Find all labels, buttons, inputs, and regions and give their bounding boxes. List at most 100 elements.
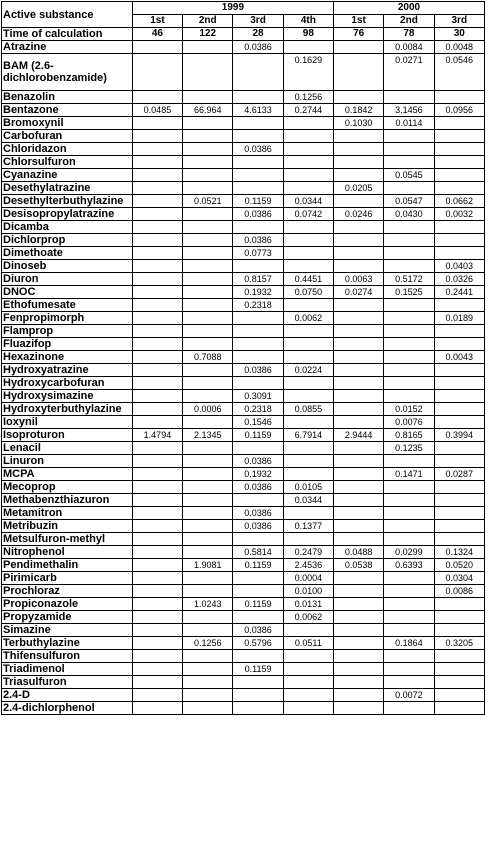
value-cell — [182, 116, 234, 130]
value-cell — [131, 285, 184, 299]
substance-name: Fenpropimorph — [1, 311, 133, 325]
substance-name: Propiconazole — [1, 597, 133, 611]
value-cell — [131, 337, 184, 351]
value-cell: 0.2479 — [282, 545, 334, 559]
value-cell — [182, 246, 234, 260]
table-row: 2.4-dichlorphenol — [1, 701, 486, 715]
value-cell — [131, 402, 184, 416]
substance-name: 2.4-D — [1, 688, 133, 702]
value-cell: 0.3994 — [433, 428, 486, 442]
table-row: Dichlorprop 0.0386 — [1, 233, 486, 247]
value-cell — [433, 662, 486, 676]
value-cell — [182, 376, 234, 390]
table-row: Chloridazon 0.0386 — [1, 142, 486, 156]
value-cell — [332, 311, 385, 325]
value-cell: 0.2318 — [232, 402, 284, 416]
value-cell: 3.1456 — [383, 103, 435, 117]
substance-name: Hydroxysimazine — [1, 389, 133, 403]
value-cell — [282, 662, 334, 676]
substance-name: 2.4-dichlorphenol — [1, 701, 133, 715]
value-cell — [182, 415, 234, 429]
value-cell — [182, 675, 234, 689]
table-row: 2.4-D 0.0072 — [1, 688, 486, 702]
value-cell: 0.2744 — [282, 103, 334, 117]
value-cell — [131, 415, 184, 429]
value-cell — [282, 441, 334, 455]
value-cell — [232, 129, 284, 143]
value-cell — [332, 220, 385, 234]
table-row: Metamitron 0.0386 — [1, 506, 486, 520]
table-row: Hydroxycarbofuran — [1, 376, 486, 390]
value-cell: 0.1546 — [232, 415, 284, 429]
value-cell: 0.2441 — [433, 285, 486, 299]
value-cell — [282, 116, 334, 130]
value-cell — [182, 207, 234, 221]
value-cell — [131, 376, 184, 390]
value-cell — [282, 701, 334, 715]
value-cell — [433, 142, 486, 156]
value-cell: 0.1525 — [383, 285, 435, 299]
value-cell: 0.0131 — [282, 597, 334, 611]
value-cell — [332, 519, 385, 533]
substance-name: Linuron — [1, 454, 133, 468]
value-cell — [232, 116, 284, 130]
value-cell — [131, 610, 184, 624]
substance-name: Cyanazine — [1, 168, 133, 182]
value-cell: 0.0386 — [232, 142, 284, 156]
value-cell: 0.0048 — [433, 40, 486, 54]
substance-name: Carbofuran — [1, 129, 133, 143]
value-cell: 0.1324 — [433, 545, 486, 559]
value-cell: 0.3091 — [232, 389, 284, 403]
value-cell — [332, 610, 385, 624]
value-cell — [383, 142, 435, 156]
value-cell — [433, 610, 486, 624]
value-cell — [433, 649, 486, 663]
value-cell — [383, 571, 435, 585]
table-row: Carbofuran — [1, 129, 486, 143]
header-time: 78 — [383, 27, 435, 41]
value-cell — [433, 623, 486, 637]
substance-name: Ioxynil — [1, 415, 133, 429]
value-cell — [383, 480, 435, 494]
substance-name: Pendimethalin — [1, 558, 133, 572]
value-cell — [182, 532, 234, 546]
value-cell — [332, 701, 385, 715]
value-cell: 0.0063 — [332, 272, 385, 286]
table-row: BAM (2.6-dichlorobenzamide) 0.1629 0.0271 0… — [1, 53, 486, 91]
value-cell — [383, 389, 435, 403]
value-cell — [131, 311, 184, 325]
value-cell: 0.5172 — [383, 272, 435, 286]
table-row: Hydroxyterbuthylazine 0.0006 0.2318 0.0855 0… — [1, 402, 486, 416]
value-cell: 0.0545 — [383, 168, 435, 182]
value-cell — [131, 194, 184, 208]
substance-name: Metribuzin — [1, 519, 133, 533]
value-cell — [182, 155, 234, 169]
value-cell — [383, 337, 435, 351]
value-cell — [182, 285, 234, 299]
header-time: 122 — [182, 27, 234, 41]
value-cell: 0.0246 — [332, 207, 385, 221]
value-cell — [383, 155, 435, 169]
header-period: 2nd — [383, 14, 435, 28]
value-cell — [332, 688, 385, 702]
value-cell — [232, 584, 284, 598]
substance-name: Dimethoate — [1, 246, 133, 260]
value-cell: 0.0403 — [433, 259, 486, 273]
value-cell: 0.0062 — [282, 610, 334, 624]
substance-name: Mecoprop — [1, 480, 133, 494]
value-cell — [433, 454, 486, 468]
value-cell — [232, 376, 284, 390]
value-cell — [332, 623, 385, 637]
value-cell — [282, 454, 334, 468]
value-cell — [332, 402, 385, 416]
table-row: DNOC 0.1932 0.0750 0.0274 0.1525 0.2441 — [1, 285, 486, 299]
table-row: Cyanazine 0.0545 — [1, 168, 486, 182]
value-cell — [383, 181, 435, 195]
value-cell — [433, 129, 486, 143]
table-row: Propiconazole 1.0243 0.1159 0.0131 — [1, 597, 486, 611]
value-cell — [282, 506, 334, 520]
value-cell — [383, 675, 435, 689]
value-cell — [332, 90, 385, 104]
value-cell — [182, 53, 234, 91]
value-cell — [232, 688, 284, 702]
